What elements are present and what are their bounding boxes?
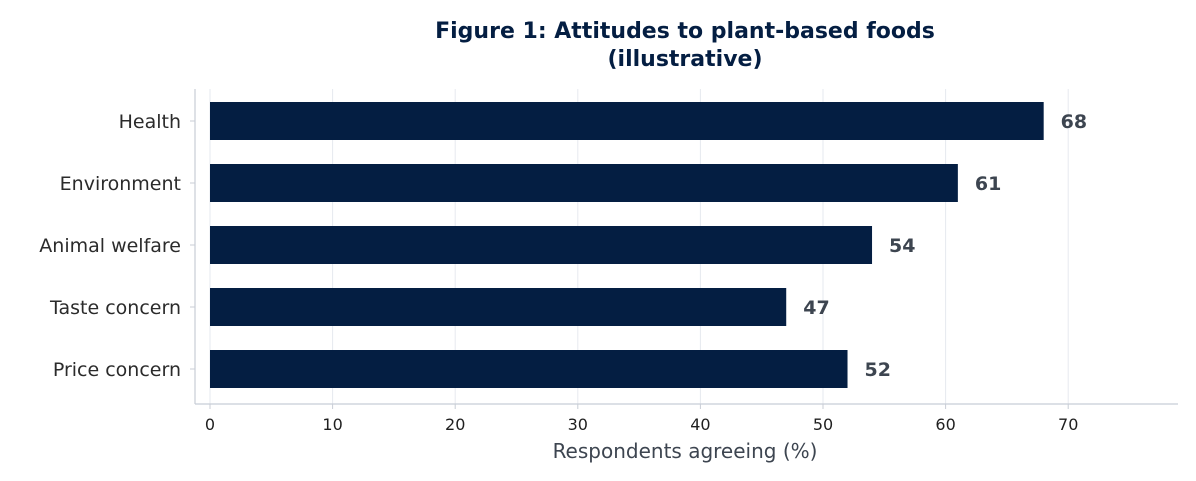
category-label: Price concern bbox=[53, 359, 181, 381]
x-tick-label: 50 bbox=[813, 415, 833, 434]
axes: 0 10 20 30 40 50 60 70 bbox=[194, 89, 1178, 434]
category-label: Animal welfare bbox=[39, 235, 181, 257]
bars bbox=[210, 102, 1044, 388]
labels: Health 68 Environment 61 Animal welfare 54 Tas… bbox=[39, 111, 1087, 381]
x-tick-label: 70 bbox=[1058, 415, 1078, 434]
data-label: 54 bbox=[889, 235, 915, 257]
bar-animal-welfare bbox=[210, 226, 873, 264]
data-label: 68 bbox=[1061, 111, 1087, 133]
bar-health bbox=[210, 102, 1044, 140]
category-label: Health bbox=[119, 111, 181, 133]
bar-environment bbox=[210, 164, 958, 202]
category-label: Environment bbox=[60, 173, 181, 195]
bar-taste-concern bbox=[210, 288, 787, 326]
chart-subtitle: (illustrative) bbox=[607, 47, 762, 72]
x-tick-label: 10 bbox=[322, 415, 342, 434]
x-tick-label: 40 bbox=[690, 415, 710, 434]
x-tick-label: 0 bbox=[205, 415, 215, 434]
data-label: 47 bbox=[803, 297, 829, 319]
data-label: 52 bbox=[865, 359, 891, 381]
bar-price-concern bbox=[210, 350, 848, 388]
chart-title: Figure 1: Attitudes to plant-based foods bbox=[435, 19, 935, 44]
x-tick-label: 20 bbox=[445, 415, 465, 434]
x-axis-title: Respondents agreeing (%) bbox=[553, 439, 818, 463]
category-label: Taste concern bbox=[49, 297, 181, 319]
x-tick-label: 60 bbox=[935, 415, 955, 434]
x-tick-label: 30 bbox=[568, 415, 588, 434]
data-label: 61 bbox=[975, 173, 1001, 195]
